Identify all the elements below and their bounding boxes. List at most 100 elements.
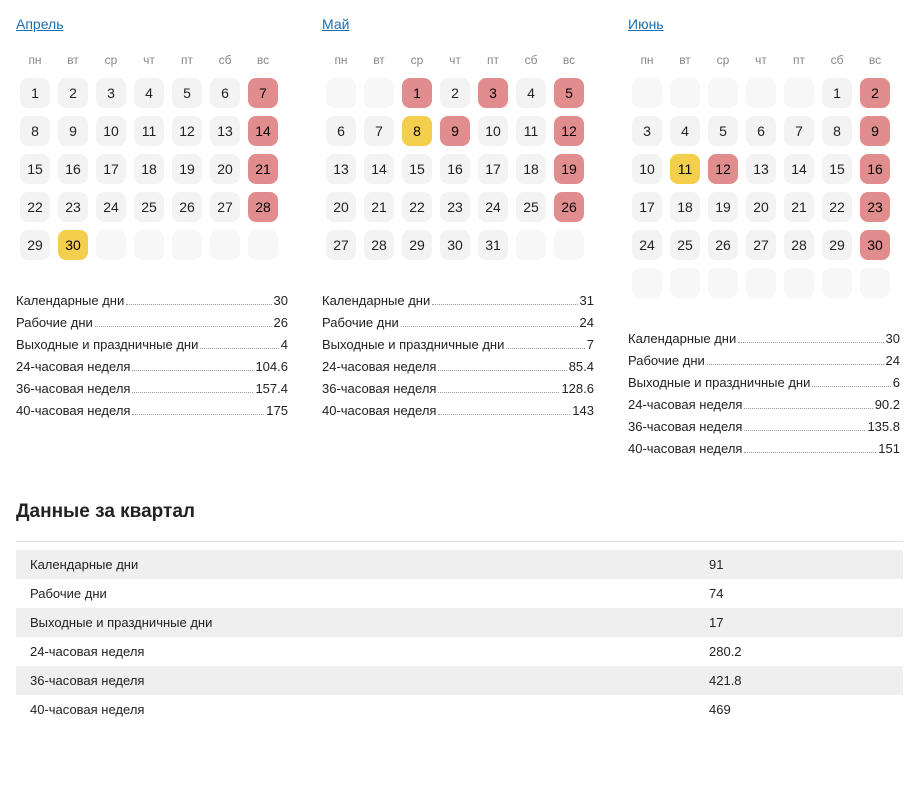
day-cell[interactable]: 30 xyxy=(436,226,474,264)
day-cell[interactable]: 17 xyxy=(92,150,130,188)
day-cell[interactable]: 26 xyxy=(704,226,742,264)
day-cell[interactable]: 4 xyxy=(512,74,550,112)
day-cell[interactable]: 24 xyxy=(474,188,512,226)
day-cell[interactable]: 30 xyxy=(54,226,92,264)
day-cell[interactable]: 7 xyxy=(360,112,398,150)
day-cell[interactable]: 13 xyxy=(206,112,244,150)
day-cell[interactable]: 22 xyxy=(398,188,436,226)
day-cell[interactable]: 2 xyxy=(54,74,92,112)
month-link[interactable]: Май xyxy=(322,16,349,32)
day-cell[interactable]: 1 xyxy=(398,74,436,112)
day-cell[interactable]: 21 xyxy=(780,188,818,226)
day-cell[interactable]: 14 xyxy=(244,112,282,150)
day-cell[interactable]: 1 xyxy=(818,74,856,112)
day-cell[interactable]: 21 xyxy=(360,188,398,226)
day-cell[interactable]: 19 xyxy=(168,150,206,188)
day-cell[interactable]: 12 xyxy=(168,112,206,150)
day-cell[interactable]: 3 xyxy=(92,74,130,112)
day-cell[interactable]: 8 xyxy=(818,112,856,150)
day-cell[interactable]: 13 xyxy=(322,150,360,188)
day-cell[interactable]: 29 xyxy=(818,226,856,264)
day-number: 8 xyxy=(822,116,852,146)
day-cell[interactable]: 23 xyxy=(436,188,474,226)
day-cell[interactable]: 4 xyxy=(130,74,168,112)
day-cell[interactable]: 14 xyxy=(780,150,818,188)
day-cell[interactable]: 6 xyxy=(206,74,244,112)
day-cell[interactable]: 19 xyxy=(550,150,588,188)
day-cell[interactable]: 22 xyxy=(16,188,54,226)
day-cell[interactable]: 15 xyxy=(16,150,54,188)
day-cell[interactable]: 3 xyxy=(628,112,666,150)
week-row: 891011121314 xyxy=(16,112,288,150)
day-cell[interactable]: 25 xyxy=(666,226,704,264)
day-cell[interactable]: 27 xyxy=(322,226,360,264)
day-cell[interactable]: 8 xyxy=(16,112,54,150)
day-cell[interactable]: 14 xyxy=(360,150,398,188)
day-cell[interactable]: 20 xyxy=(742,188,780,226)
day-cell[interactable]: 26 xyxy=(550,188,588,226)
day-cell[interactable]: 5 xyxy=(168,74,206,112)
week-row: 12 xyxy=(628,74,900,112)
day-cell[interactable]: 23 xyxy=(856,188,894,226)
day-cell[interactable]: 17 xyxy=(474,150,512,188)
day-cell[interactable]: 3 xyxy=(474,74,512,112)
day-cell[interactable]: 12 xyxy=(704,150,742,188)
day-cell[interactable]: 2 xyxy=(436,74,474,112)
stat-value: 24 xyxy=(886,350,900,372)
day-cell[interactable]: 18 xyxy=(666,188,704,226)
day-cell[interactable]: 4 xyxy=(666,112,704,150)
day-cell[interactable]: 27 xyxy=(206,188,244,226)
day-cell[interactable]: 20 xyxy=(206,150,244,188)
day-cell[interactable]: 20 xyxy=(322,188,360,226)
day-cell[interactable]: 8 xyxy=(398,112,436,150)
day-number: 8 xyxy=(20,116,50,146)
day-cell[interactable]: 25 xyxy=(512,188,550,226)
day-cell[interactable]: 9 xyxy=(436,112,474,150)
day-cell[interactable]: 2 xyxy=(856,74,894,112)
day-cell[interactable]: 18 xyxy=(130,150,168,188)
day-cell[interactable]: 10 xyxy=(92,112,130,150)
day-cell[interactable]: 13 xyxy=(742,150,780,188)
day-cell[interactable]: 15 xyxy=(398,150,436,188)
day-cell[interactable]: 1 xyxy=(16,74,54,112)
day-cell[interactable]: 5 xyxy=(550,74,588,112)
day-cell[interactable]: 7 xyxy=(244,74,282,112)
day-cell[interactable]: 25 xyxy=(130,188,168,226)
day-cell[interactable]: 19 xyxy=(704,188,742,226)
day-cell[interactable]: 30 xyxy=(856,226,894,264)
day-cell[interactable]: 5 xyxy=(704,112,742,150)
day-cell[interactable]: 11 xyxy=(130,112,168,150)
day-cell[interactable]: 26 xyxy=(168,188,206,226)
day-cell[interactable]: 10 xyxy=(474,112,512,150)
day-cell[interactable]: 27 xyxy=(742,226,780,264)
day-cell[interactable]: 24 xyxy=(628,226,666,264)
day-cell[interactable]: 29 xyxy=(16,226,54,264)
day-cell[interactable]: 12 xyxy=(550,112,588,150)
day-cell[interactable]: 6 xyxy=(322,112,360,150)
day-cell[interactable]: 31 xyxy=(474,226,512,264)
day-cell[interactable]: 16 xyxy=(436,150,474,188)
day-cell[interactable]: 16 xyxy=(856,150,894,188)
day-cell[interactable]: 11 xyxy=(666,150,704,188)
day-cell[interactable]: 22 xyxy=(818,188,856,226)
day-cell[interactable]: 6 xyxy=(742,112,780,150)
day-cell[interactable]: 15 xyxy=(818,150,856,188)
day-cell[interactable]: 10 xyxy=(628,150,666,188)
stat-row: 36-часовая неделя157.4 xyxy=(16,378,288,400)
day-cell[interactable]: 9 xyxy=(54,112,92,150)
day-cell[interactable]: 29 xyxy=(398,226,436,264)
day-cell[interactable]: 28 xyxy=(360,226,398,264)
day-cell[interactable]: 11 xyxy=(512,112,550,150)
day-cell[interactable]: 16 xyxy=(54,150,92,188)
day-cell[interactable]: 23 xyxy=(54,188,92,226)
day-cell[interactable]: 7 xyxy=(780,112,818,150)
day-cell[interactable]: 28 xyxy=(780,226,818,264)
day-cell[interactable]: 24 xyxy=(92,188,130,226)
day-cell[interactable]: 17 xyxy=(628,188,666,226)
day-cell[interactable]: 28 xyxy=(244,188,282,226)
day-cell[interactable]: 21 xyxy=(244,150,282,188)
month-link[interactable]: Апрель xyxy=(16,16,64,32)
day-cell[interactable]: 9 xyxy=(856,112,894,150)
day-cell[interactable]: 18 xyxy=(512,150,550,188)
month-link[interactable]: Июнь xyxy=(628,16,664,32)
